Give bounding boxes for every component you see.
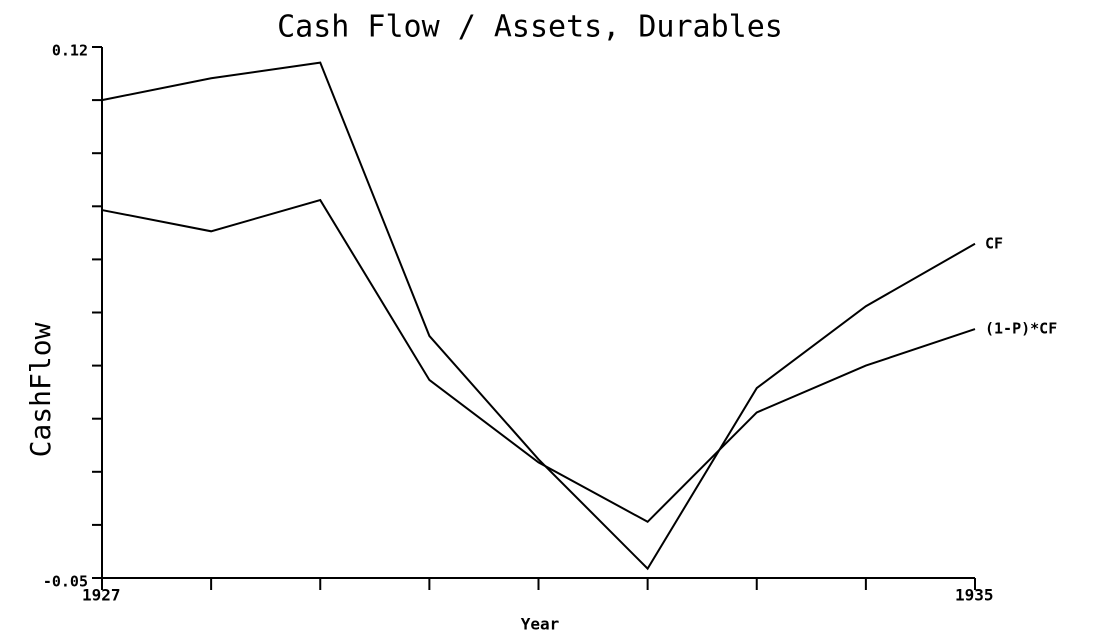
series-line	[101, 61, 976, 571]
y-tick-label: -0.05	[43, 573, 88, 591]
x-axis-label: Year	[521, 615, 560, 634]
series-line	[101, 198, 976, 524]
series-label: CF	[985, 234, 1003, 252]
y-tick-label: 0.12	[52, 42, 88, 60]
chart-title: Cash Flow / Assets, Durables	[277, 10, 783, 45]
x-tick-label: 1935	[955, 586, 994, 605]
y-axis-label: CashFlow	[24, 322, 57, 457]
x-tick-label: 1927	[82, 586, 121, 605]
series-label: (1-P)*CF	[985, 320, 1057, 338]
